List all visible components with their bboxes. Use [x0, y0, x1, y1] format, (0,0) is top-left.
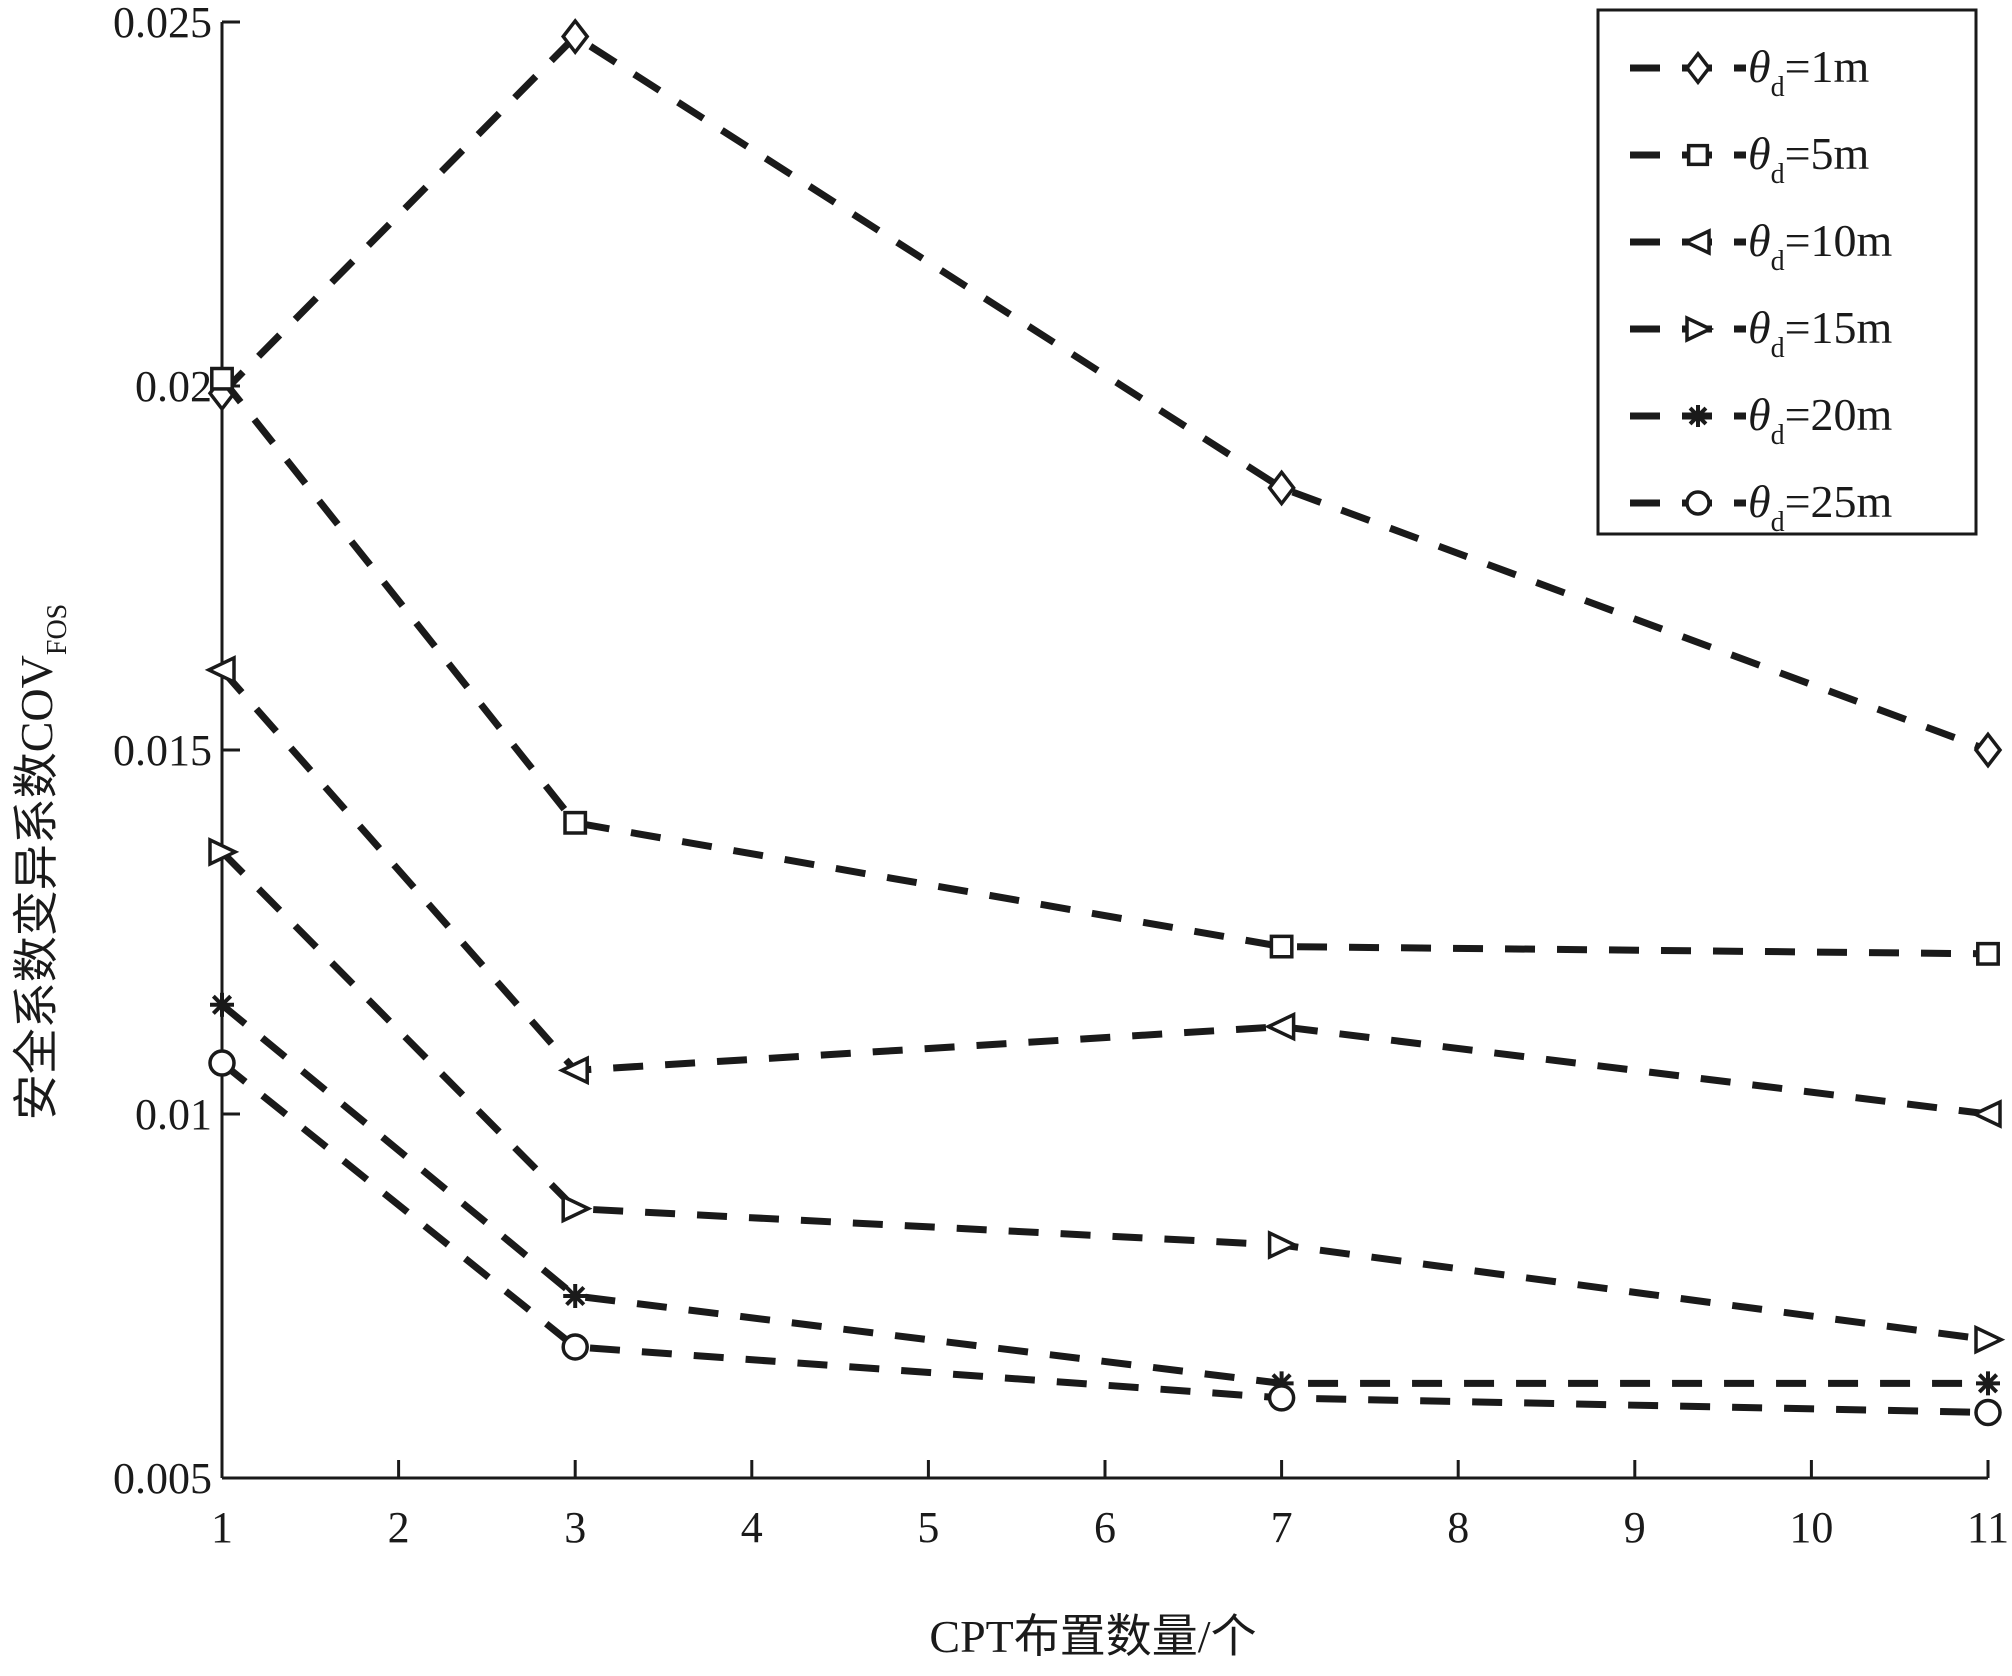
series-6 — [208, 1049, 2002, 1427]
circle-marker — [1267, 1384, 1296, 1412]
triangle-left-marker — [1264, 1011, 1296, 1042]
x-tick-label: 6 — [1094, 1503, 1116, 1552]
legend-theta: θ — [1748, 128, 1771, 179]
axes: 1 2 3 4 5 6 7 8 9 10 11 0.005 0.01 0.015 0.02 0.025 — [113, 0, 2009, 1552]
y-axis-title-subscript: FOS — [42, 604, 73, 655]
circle-marker — [1685, 490, 1711, 516]
series-line — [219, 1060, 1989, 1416]
triangle-left-marker — [204, 655, 236, 685]
star-marker — [1687, 405, 1709, 427]
x-tick-label: 1 — [211, 1503, 233, 1552]
legend-subscript: d — [1771, 72, 1785, 103]
legend-label: θd=10m — [1748, 215, 1893, 277]
star-marker — [1976, 1371, 2000, 1396]
square-marker — [1269, 934, 1294, 959]
x-tick-label: 11 — [1967, 1503, 2009, 1552]
legend-subscript: d — [1771, 507, 1785, 538]
series-line — [219, 1002, 1988, 1387]
square-marker — [210, 366, 234, 391]
legend-item: θd=1m — [1630, 41, 1870, 103]
x-tick-label: 8 — [1447, 1503, 1469, 1552]
legend-theta: θ — [1748, 41, 1771, 92]
square-marker — [563, 810, 588, 835]
legend-item: θd=25m — [1630, 476, 1893, 538]
circle-marker — [208, 1049, 236, 1077]
legend-value: =1m — [1785, 41, 1870, 92]
x-axis-title: CPT布置数量/个 — [929, 1611, 1256, 1662]
legend-label: θd=5m — [1748, 128, 1870, 190]
y-tick-label: 0.02 — [135, 362, 212, 411]
circle-marker — [1974, 1398, 2002, 1427]
legend-value: =5m — [1785, 128, 1870, 179]
diamond-marker — [1267, 469, 1296, 507]
triangle-right-marker — [208, 837, 240, 867]
series-2 — [210, 366, 2000, 966]
series-5 — [210, 992, 2000, 1396]
triangle-right-marker — [1685, 315, 1715, 343]
legend-item: θd=5m — [1630, 128, 1870, 190]
series-line — [219, 376, 1989, 958]
legend-item: θd=20m — [1630, 389, 1893, 451]
diamond-marker — [1973, 731, 2003, 769]
legend-value: =25m — [1785, 476, 1893, 527]
y-tick-label: 0.005 — [113, 1454, 212, 1503]
star-marker — [563, 1284, 588, 1308]
series-line — [219, 667, 1989, 1118]
x-tick-label: 2 — [388, 1503, 410, 1552]
triangle-right-marker — [1974, 1324, 2006, 1355]
star-marker — [210, 992, 234, 1017]
series-1 — [207, 18, 2003, 769]
triangle-right-marker — [561, 1193, 593, 1224]
circle-marker — [561, 1333, 589, 1361]
legend-value: =20m — [1785, 389, 1893, 440]
series-3 — [204, 655, 2002, 1129]
legend-subscript: d — [1771, 420, 1785, 451]
triangle-left-marker — [557, 1055, 589, 1086]
legend-theta: θ — [1748, 302, 1771, 353]
x-tick-label: 3 — [564, 1503, 586, 1552]
triangle-left-marker — [1970, 1099, 2002, 1129]
legend-subscript: d — [1771, 159, 1785, 190]
square-marker — [1686, 143, 1710, 167]
x-tick-label: 4 — [741, 1503, 763, 1552]
series-line — [219, 849, 1989, 1344]
y-tick-label: 0.015 — [113, 726, 212, 775]
legend-subscript: d — [1771, 333, 1785, 364]
x-tick-label: 10 — [1789, 1503, 1833, 1552]
legend-item: θd=10m — [1630, 215, 1893, 277]
diamond-marker — [1684, 50, 1712, 86]
x-tick-label: 5 — [917, 1503, 939, 1552]
legend-label: θd=1m — [1748, 41, 1870, 103]
legend-value: =10m — [1785, 215, 1893, 266]
legend-subscript: d — [1771, 246, 1785, 277]
triangle-left-marker — [1681, 228, 1711, 256]
triangle-right-marker — [1267, 1230, 1299, 1260]
x-tick-label: 9 — [1624, 1503, 1646, 1552]
series-4 — [208, 837, 2006, 1355]
diamond-marker — [560, 18, 590, 56]
legend-label: θd=15m — [1748, 302, 1893, 364]
legend-theta: θ — [1748, 476, 1771, 527]
y-axis-title-group: 安全系数变异系数COVFOS — [11, 604, 73, 1121]
legend-theta: θ — [1748, 215, 1771, 266]
legend-label: θd=20m — [1748, 389, 1893, 451]
legend-box — [1596, 8, 1978, 536]
y-tick-label: 0.01 — [135, 1090, 212, 1139]
series-layer — [204, 18, 2006, 1427]
x-tick-label: 7 — [1271, 1503, 1293, 1552]
legend-theta: θ — [1748, 389, 1771, 440]
legend-item: θd=15m — [1630, 302, 1893, 364]
y-axis-title-main: 安全系数变异系数COV — [11, 655, 62, 1120]
legend-value: =15m — [1785, 302, 1893, 353]
y-tick-label: 0.025 — [113, 0, 212, 47]
square-marker — [1976, 941, 2000, 966]
y-axis-title: 安全系数变异系数COVFOS — [11, 604, 73, 1121]
series-line — [219, 32, 1990, 754]
legend-label: θd=25m — [1748, 476, 1893, 538]
